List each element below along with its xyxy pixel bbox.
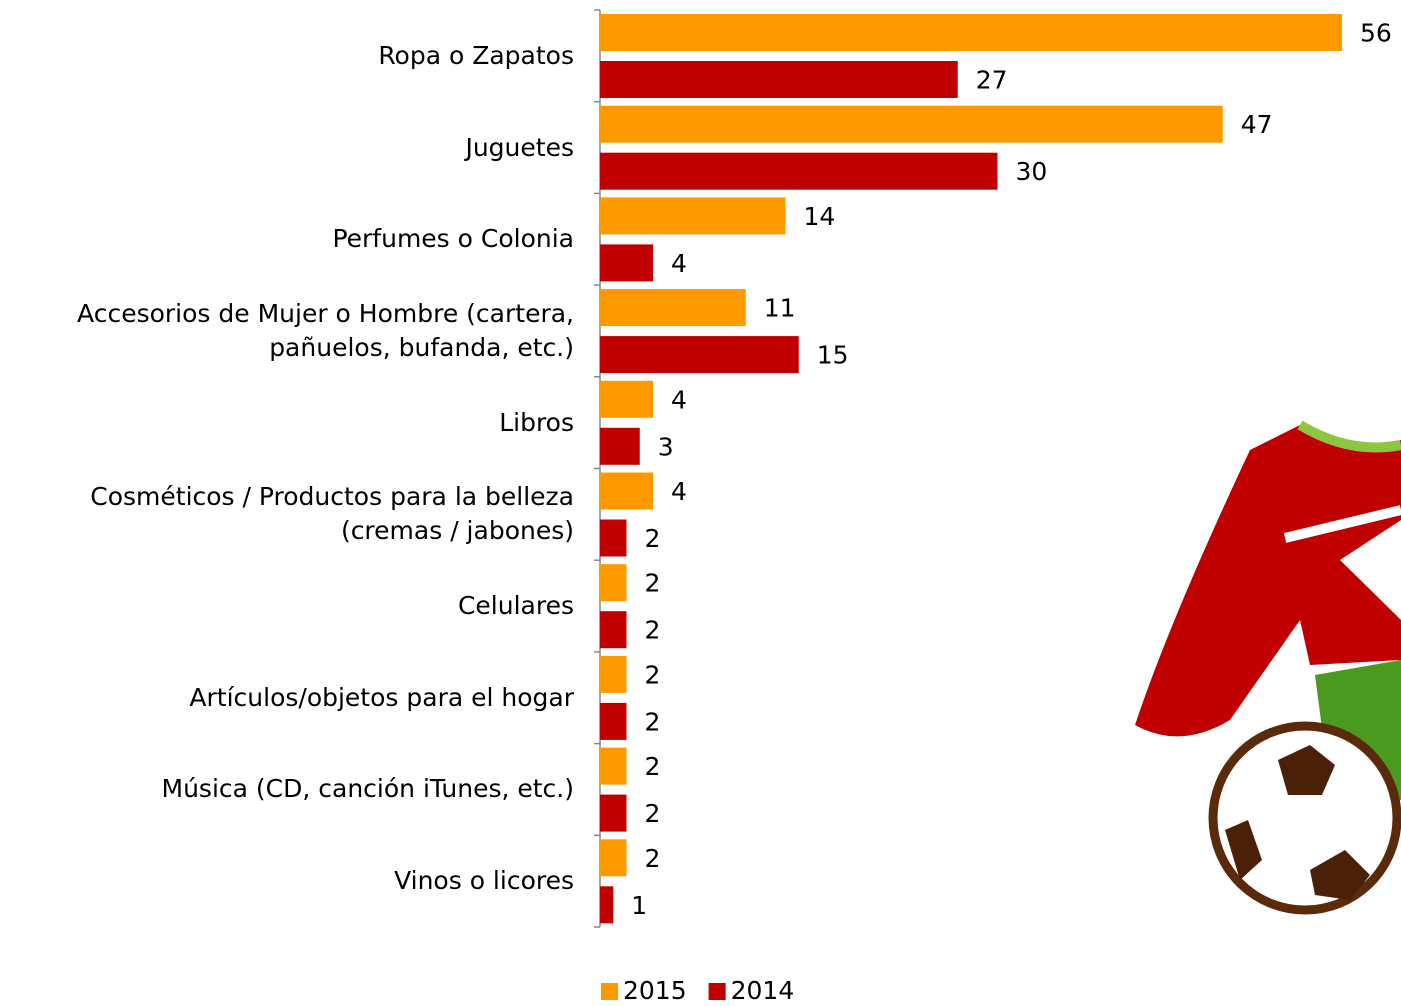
legend-swatch: [601, 983, 618, 1000]
value-label: 2: [645, 524, 661, 553]
decoration: [1135, 425, 1401, 910]
bar: [600, 886, 613, 923]
value-label: 4: [671, 477, 687, 506]
category-label: Ropa o Zapatos: [0, 39, 574, 73]
legend-label: 2014: [731, 976, 795, 1005]
category-label: Celulares: [0, 589, 574, 623]
bar: [600, 839, 627, 876]
value-label: 2: [645, 799, 661, 828]
bar: [600, 656, 627, 693]
category-label: Música (CD, canción iTunes, etc.): [0, 772, 574, 806]
bar: [600, 428, 640, 465]
value-label: 47: [1241, 110, 1273, 139]
bar: [600, 289, 746, 326]
bar: [600, 153, 998, 190]
category-label: Juguetes: [0, 131, 574, 165]
bar: [600, 703, 627, 740]
bar: [600, 336, 799, 373]
bar: [600, 106, 1223, 143]
legend-swatch: [709, 983, 726, 1000]
bar: [600, 14, 1342, 51]
category-label: Vinos o licores: [0, 864, 574, 898]
value-label: 14: [804, 202, 836, 231]
category-label: Cosméticos / Productos para la belleza (…: [0, 480, 574, 548]
value-label: 1: [631, 891, 647, 920]
category-label: Perfumes o Colonia: [0, 222, 574, 256]
value-label: 30: [1016, 157, 1048, 186]
value-label: 2: [645, 752, 661, 781]
value-label: 4: [671, 385, 687, 414]
value-label: 2: [645, 707, 661, 736]
value-label: 56: [1360, 19, 1392, 48]
bar: [600, 381, 653, 418]
category-label: Libros: [0, 406, 574, 440]
value-label: 2: [645, 569, 661, 598]
bar: [600, 520, 627, 557]
bar: [600, 748, 627, 785]
category-label: Artículos/objetos para el hogar: [0, 681, 574, 715]
bar: [600, 473, 653, 510]
value-label: 2: [645, 660, 661, 689]
value-label: 3: [658, 432, 674, 461]
bar: [600, 564, 627, 601]
chart: 56274730144111543422222222120152014 Ropa…: [0, 0, 1401, 1006]
bar: [600, 244, 653, 281]
bar: [600, 61, 958, 98]
value-label: 2: [645, 616, 661, 645]
bar: [600, 795, 627, 832]
bar: [600, 197, 786, 234]
category-label: Accesorios de Mujer o Hombre (cartera, p…: [0, 297, 574, 365]
value-label: 4: [671, 249, 687, 278]
legend-label: 2015: [623, 976, 687, 1005]
value-label: 11: [764, 294, 796, 323]
value-label: 2: [645, 844, 661, 873]
bar: [600, 611, 627, 648]
value-label: 27: [976, 66, 1008, 95]
value-label: 15: [817, 341, 849, 370]
